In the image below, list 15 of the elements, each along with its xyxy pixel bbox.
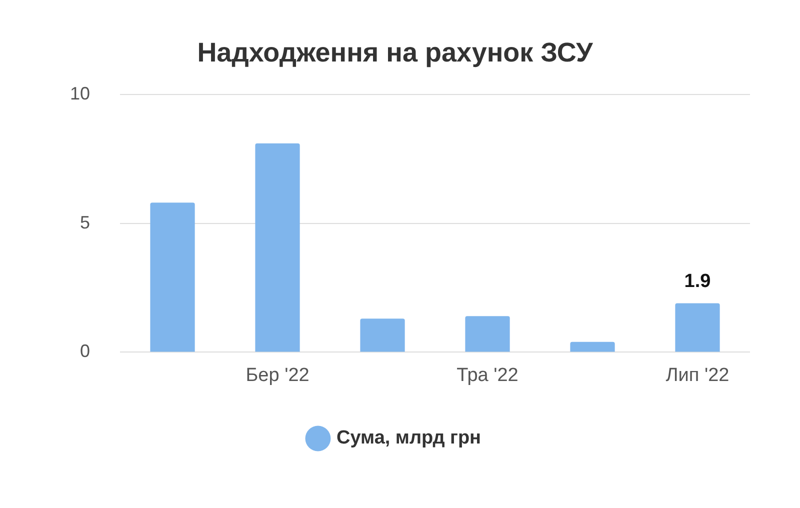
- bar: [150, 202, 195, 352]
- bar: [255, 143, 300, 352]
- data-label: 1.9: [684, 270, 711, 292]
- bar: [675, 303, 720, 352]
- y-tick-label: 10: [70, 83, 90, 104]
- x-tick-label: Тра '22: [456, 364, 518, 386]
- bar: [570, 342, 615, 352]
- legend-label: Сума, млрд грн: [336, 428, 482, 449]
- x-tick-label: Бер '22: [246, 364, 310, 386]
- y-tick-label: 5: [80, 212, 90, 232]
- chart-title: Надходження на рахунок ЗСУ: [197, 38, 594, 68]
- bar: [360, 318, 405, 352]
- bar: [465, 316, 510, 352]
- y-tick-label: 0: [80, 341, 90, 362]
- x-tick-label: Лип '22: [666, 364, 730, 386]
